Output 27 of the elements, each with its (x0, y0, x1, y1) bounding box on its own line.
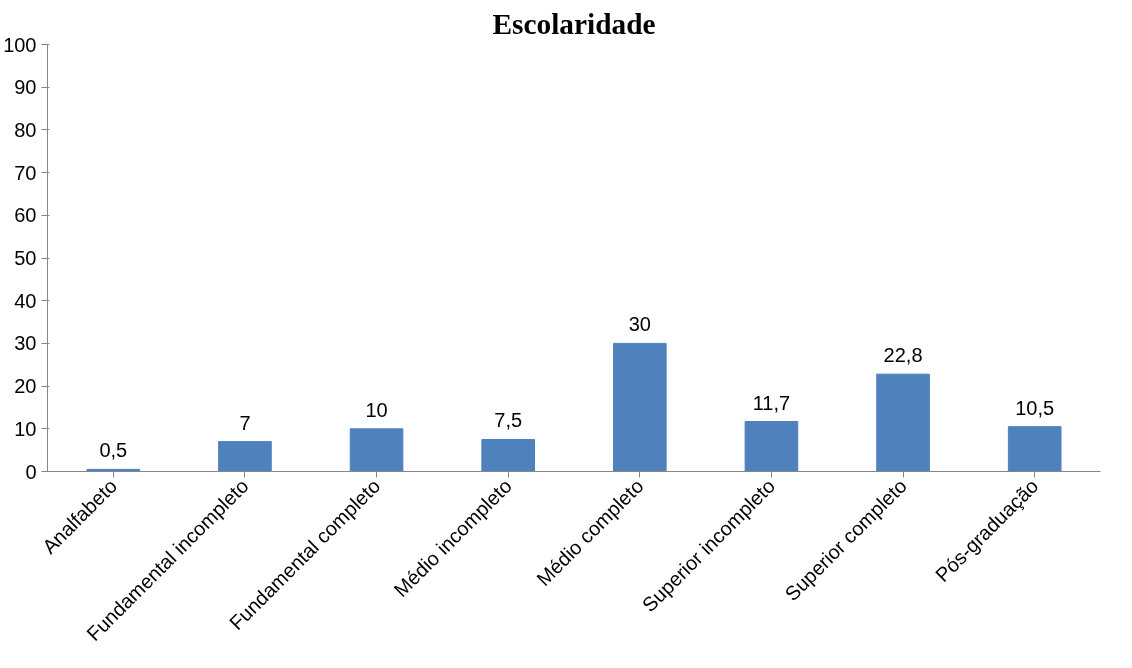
data-label: 10,5 (1015, 396, 1055, 419)
y-tick-label: 60 (14, 204, 37, 227)
y-tick-label: 100 (3, 33, 37, 56)
bar (349, 428, 404, 472)
y-tick-label: 50 (14, 247, 37, 269)
bar (1007, 426, 1062, 472)
y-tick-label: 0 (25, 460, 37, 483)
data-label: 7,5 (494, 409, 523, 432)
data-label: 0,5 (99, 439, 128, 462)
y-tick-label: 80 (14, 118, 37, 141)
bar (744, 421, 799, 472)
y-tick-label: 10 (14, 417, 37, 440)
bar (612, 342, 667, 472)
bar (218, 441, 272, 472)
y-tick-label: 40 (14, 289, 37, 312)
y-tick-label: 30 (14, 332, 37, 355)
bar (876, 373, 930, 472)
data-label: 30 (628, 313, 651, 336)
data-label: 11,7 (752, 391, 791, 414)
y-tick-label: 70 (14, 161, 37, 184)
chart-title: Escolaridade (492, 7, 656, 40)
y-tick-label: 20 (14, 375, 37, 398)
bar (481, 438, 536, 472)
y-tick-label: 90 (14, 76, 37, 99)
data-label: 7 (239, 411, 251, 434)
data-label: 22,8 (883, 344, 923, 367)
data-label: 10 (365, 398, 388, 421)
